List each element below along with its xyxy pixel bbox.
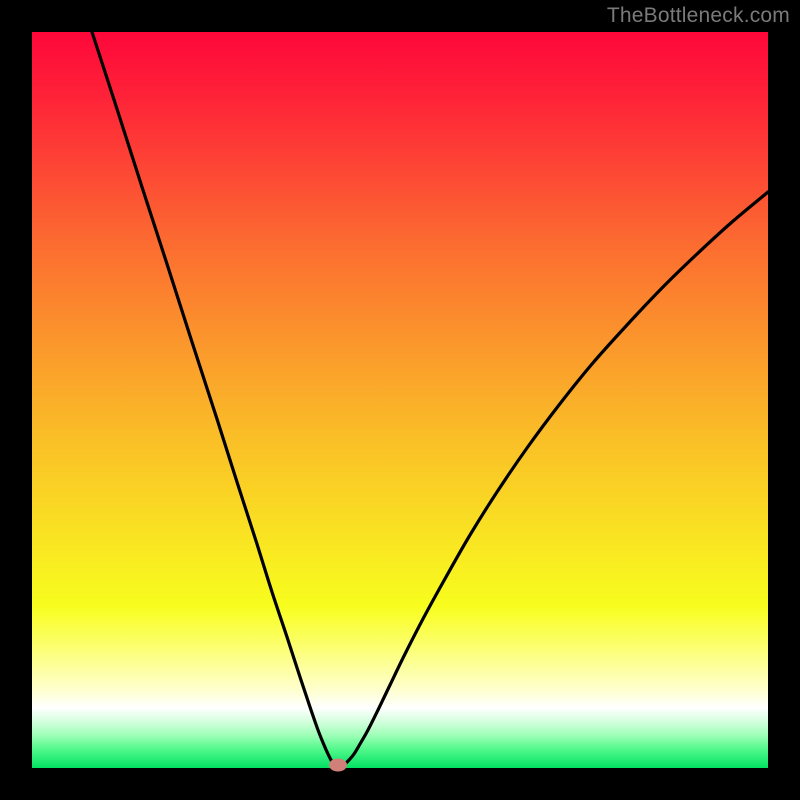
bottleneck-chart: TheBottleneck.com — [0, 0, 800, 800]
watermark-text: TheBottleneck.com — [607, 4, 790, 28]
plot-area — [32, 32, 768, 768]
bottleneck-curve — [32, 32, 768, 768]
optimal-point-marker — [329, 759, 347, 772]
